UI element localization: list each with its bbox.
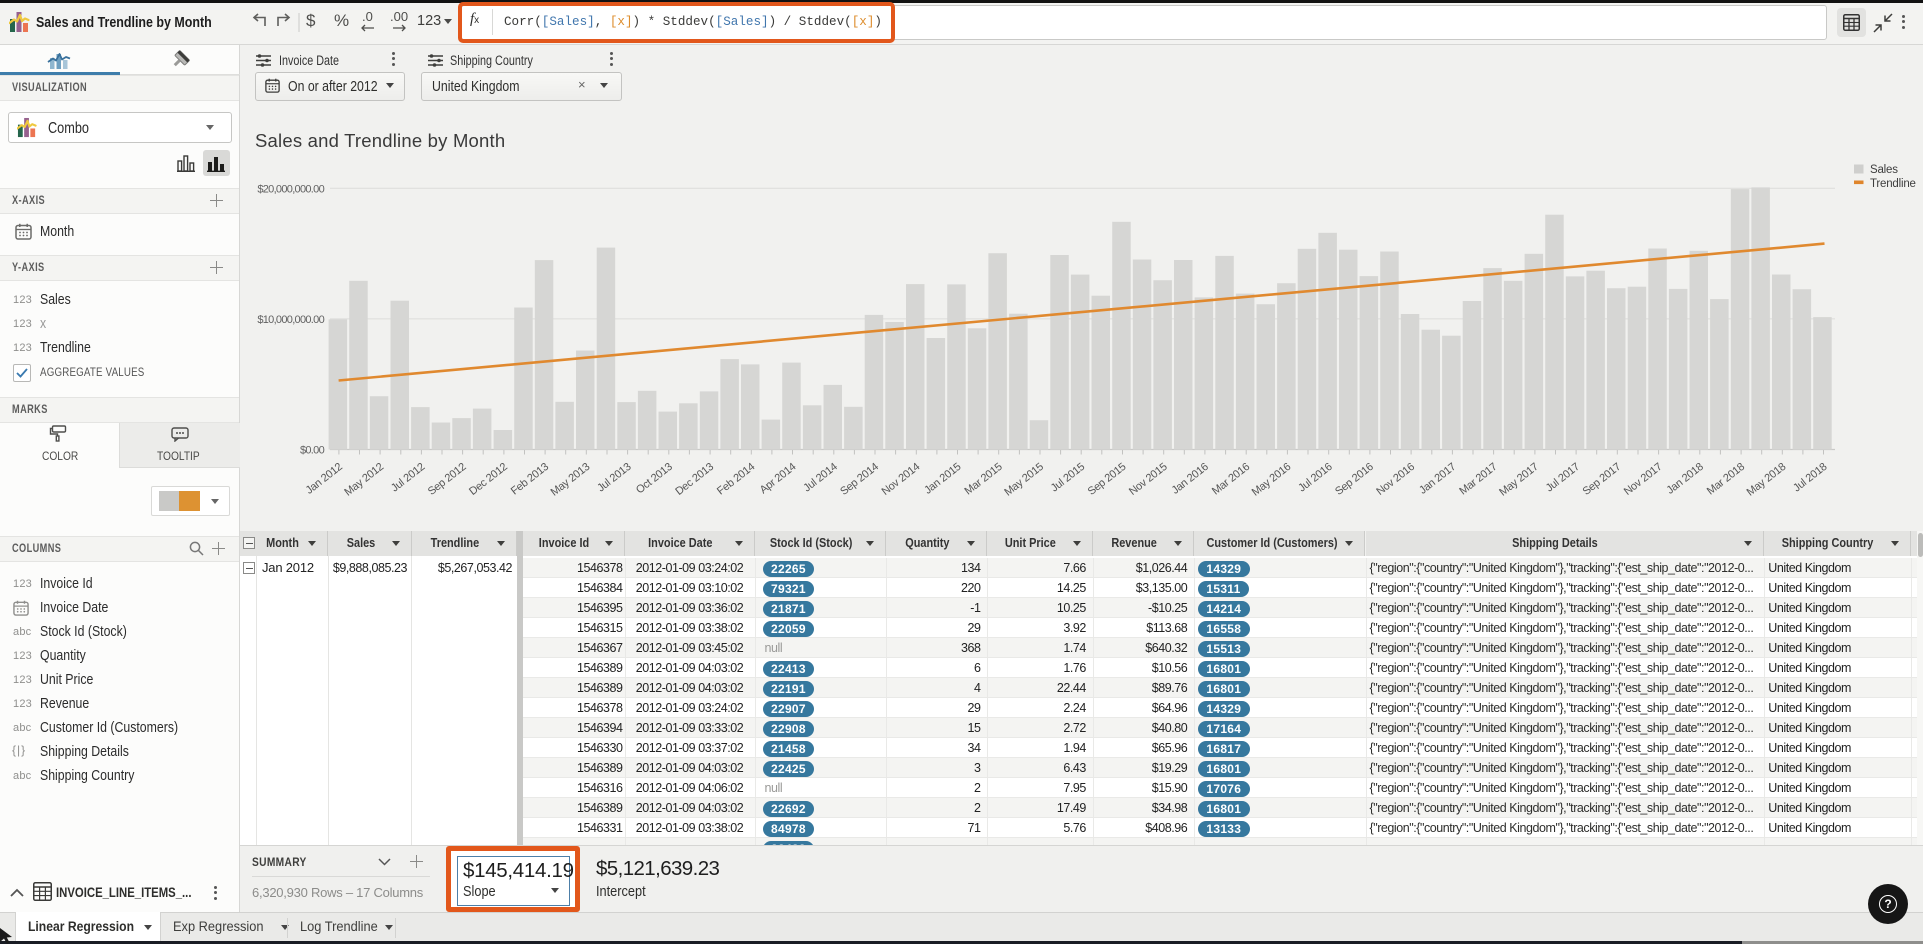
svg-text:Feb 2013: Feb 2013 [509, 461, 551, 498]
svg-text:May 2016: May 2016 [1250, 461, 1294, 499]
svg-text:Sep 2016: Sep 2016 [1333, 461, 1376, 498]
svg-text:Dec 2013: Dec 2013 [673, 461, 716, 498]
svg-text:Sales: Sales [1870, 164, 1898, 176]
svg-text:May 2017: May 2017 [1497, 461, 1541, 499]
svg-text:Mar 2017: Mar 2017 [1457, 461, 1499, 498]
svg-text:Sep 2017: Sep 2017 [1581, 461, 1624, 498]
svg-text:Oct 2013: Oct 2013 [634, 461, 675, 497]
svg-text:$0.00: $0.00 [300, 445, 325, 457]
svg-text:Sep 2015: Sep 2015 [1086, 461, 1129, 498]
svg-text:May 2012: May 2012 [342, 461, 386, 499]
svg-text:Nov 2015: Nov 2015 [1127, 461, 1170, 498]
svg-text:Dec 2012: Dec 2012 [467, 461, 510, 498]
svg-text:Mar 2016: Mar 2016 [1210, 461, 1252, 498]
svg-text:Nov 2017: Nov 2017 [1622, 461, 1665, 498]
svg-text:Jan 2012: Jan 2012 [304, 461, 345, 497]
svg-text:Jul 2017: Jul 2017 [1544, 461, 1582, 495]
svg-text:May 2013: May 2013 [549, 461, 593, 499]
svg-text:Jul 2012: Jul 2012 [389, 461, 427, 495]
svg-text:Nov 2014: Nov 2014 [880, 461, 923, 498]
svg-text:Jul 2016: Jul 2016 [1296, 461, 1334, 495]
svg-text:May 2015: May 2015 [1002, 461, 1046, 499]
svg-text:Trendline: Trendline [1870, 178, 1916, 190]
svg-text:Jan 2015: Jan 2015 [922, 461, 963, 497]
svg-text:$10,000,000.00: $10,000,000.00 [257, 314, 324, 326]
svg-text:Nov 2016: Nov 2016 [1374, 461, 1417, 498]
svg-text:Jul 2014: Jul 2014 [801, 461, 839, 495]
svg-text:Jan 2017: Jan 2017 [1417, 461, 1458, 497]
svg-text:Mar 2015: Mar 2015 [962, 461, 1004, 498]
svg-text:$20,000,000.00: $20,000,000.00 [257, 184, 324, 196]
svg-text:Sep 2014: Sep 2014 [838, 461, 881, 498]
svg-text:Jul 2013: Jul 2013 [595, 461, 633, 495]
svg-text:Apr 2014: Apr 2014 [758, 461, 799, 497]
svg-text:Jan 2018: Jan 2018 [1664, 461, 1705, 497]
svg-text:Jul 2015: Jul 2015 [1049, 461, 1087, 495]
svg-text:Jul 2018: Jul 2018 [1791, 461, 1829, 495]
svg-text:Jan 2016: Jan 2016 [1170, 461, 1211, 497]
svg-text:Mar 2018: Mar 2018 [1705, 461, 1747, 498]
svg-text:Sep 2012: Sep 2012 [426, 461, 469, 498]
svg-text:May 2018: May 2018 [1745, 461, 1789, 499]
svg-text:Feb 2014: Feb 2014 [715, 461, 757, 498]
